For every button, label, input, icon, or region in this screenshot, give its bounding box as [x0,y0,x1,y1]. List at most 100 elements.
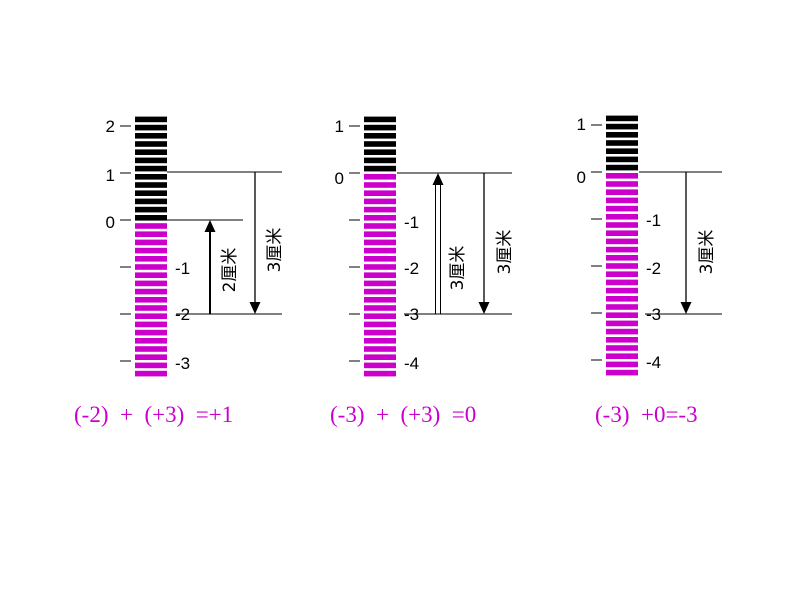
thermometer-segment [364,206,396,213]
thermometer-segment [606,123,638,130]
thermometer-segment [135,297,167,303]
thermometer-segment [364,223,396,229]
thermometer-segment [135,288,167,295]
arrow-label: 3厘米 [697,230,717,275]
thermometer-segment [364,141,396,147]
thermometer-segment [606,320,638,327]
tick-label: 0 [106,213,115,232]
thermometer-segment [135,141,167,147]
arrow-head [680,302,692,314]
thermometer-segment [606,361,638,368]
thermometer-segment [135,206,167,213]
thermometer-segment [135,321,167,328]
arrow-head [249,302,261,314]
thermometer-segment [364,264,396,270]
arrow-label: 3厘米 [265,228,285,273]
thermometer-segment [364,256,396,262]
thermometer-segment [606,140,638,146]
thermometer-segment [364,157,396,164]
thermometer-segment [135,190,167,196]
thermometer-segment [364,149,396,155]
thermometer-segment [364,190,396,196]
thermometer-segment [364,133,396,139]
thermometer-segment [606,222,638,228]
thermometer-segment [135,313,167,319]
equation-1: (-2) + (+3) =+1 [74,402,234,427]
thermometer-segment [606,181,638,187]
thermometer-segment [135,182,167,188]
arrow-head [478,302,490,314]
thermometer-segment [135,133,167,139]
thermometer-segment [364,231,396,237]
tick-label: -3 [175,354,190,373]
thermometer-segment [606,255,638,261]
thermometer-segment [364,174,396,180]
thermometer-segment [606,345,638,351]
thermometer-segment [606,115,638,122]
thermometer-segment [606,279,638,286]
thermometer-segment [364,346,396,352]
thermometer-segment [135,215,167,221]
thermometer-segment [135,198,167,205]
thermometer-segment [364,116,396,123]
thermometer-segment [135,149,167,155]
arrow-label: 3厘米 [448,246,468,291]
tick-label: -2 [404,259,419,278]
thermometer-segment [606,304,638,310]
thermometer-segment [364,165,396,172]
thermometer-segment [135,124,167,131]
arrow-head [204,220,216,232]
thermometer-segment [606,214,638,220]
thermometer-segment [606,148,638,154]
thermometer-segment [364,338,396,344]
equation-3: (-3) +0=-3 [595,402,698,427]
thermometer-segment [364,313,396,319]
thermometer-segment [364,305,396,311]
tick-label: 1 [577,115,586,134]
thermometer-segment [135,305,167,311]
tick-label: -4 [646,353,661,372]
thermometer-segment [606,369,638,376]
thermometer-segment [135,272,167,278]
thermometer-segment [606,287,638,294]
thermometer-segment [364,288,396,295]
thermometer-segment [606,164,638,171]
thermometer-segment [135,354,167,360]
thermometer-segment [606,205,638,212]
thermometer-segment [135,157,167,164]
thermometer-segment [606,312,638,318]
thermometer-segment [606,197,638,204]
thermometer-segment [135,247,167,254]
thermometer-segment [364,297,396,303]
thermometer-segment [135,174,167,180]
arrow-label: 3厘米 [495,230,515,275]
tick-label: -1 [646,211,661,230]
thermometer-segment [606,189,638,195]
arrow-label: 2厘米 [220,248,240,293]
thermometer-segment [364,239,396,246]
thermometer-segment [606,132,638,138]
tick-label: -2 [646,259,661,278]
tick-label: -4 [404,354,419,373]
thermometer-segment [364,362,396,369]
tick-label: -1 [175,259,190,278]
thermometer-segment [364,198,396,205]
thermometer-segment [135,256,167,262]
thermometer-segment [364,182,396,188]
thermometer-segment [135,239,167,246]
thermometer-segment [135,329,167,336]
thermometer-segment [135,338,167,344]
thermometer-segment [606,156,638,163]
thermometer-segment [364,354,396,360]
thermometer-segment [606,353,638,359]
thermometer-segment [606,246,638,253]
thermometer-segment [135,362,167,369]
thermometer-segment [364,370,396,377]
thermometer-segment [364,215,396,221]
thermometer-segment [364,321,396,328]
thermometer-segment [364,280,396,287]
thermometer-segment [135,264,167,270]
